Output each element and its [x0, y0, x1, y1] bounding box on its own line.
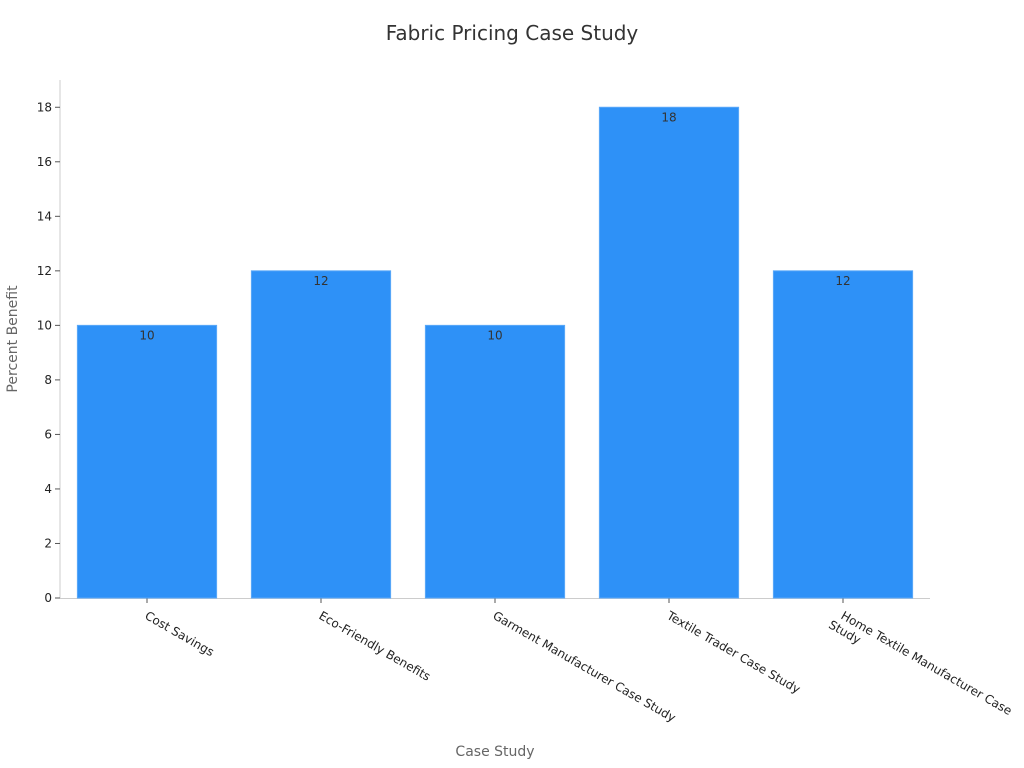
y-tick-label: 18	[37, 100, 52, 114]
x-tick-label: Cost Savings	[143, 608, 217, 659]
y-tick-label: 8	[44, 373, 52, 387]
bar	[598, 106, 740, 599]
x-tick-label: Eco-Friendly Benefits	[317, 608, 433, 683]
x-tick-label: Textile Trader Case Study	[664, 608, 803, 696]
bar	[250, 270, 392, 599]
bar	[772, 270, 914, 599]
data-label: 10	[487, 328, 502, 342]
data-label: 12	[313, 274, 328, 288]
x-tick-label: Home Textile Manufacturer Case Study	[826, 605, 1017, 732]
y-tick-label: 2	[44, 536, 52, 550]
chart-title: Fabric Pricing Case Study	[386, 21, 639, 45]
bar	[76, 324, 218, 599]
data-label: 12	[835, 274, 850, 288]
y-tick-label: 14	[37, 209, 52, 223]
y-tick-label: 10	[37, 318, 52, 332]
x-tick-label: Garment Manufacturer Case Study	[491, 608, 679, 724]
x-axis-title: Case Study	[455, 744, 534, 760]
label-line: Home Textile Manufacturer Case	[839, 608, 1018, 720]
y-axis-title: Percent Benefit	[5, 285, 21, 393]
y-tick-label: 0	[44, 591, 52, 605]
y-tick-label: 16	[37, 155, 52, 169]
y-tick-label: 6	[44, 427, 52, 441]
y-tick-label: 4	[44, 482, 52, 496]
data-label: 10	[139, 328, 154, 342]
bar	[424, 324, 566, 599]
data-label: 18	[661, 110, 676, 124]
y-tick-label: 12	[37, 264, 52, 278]
